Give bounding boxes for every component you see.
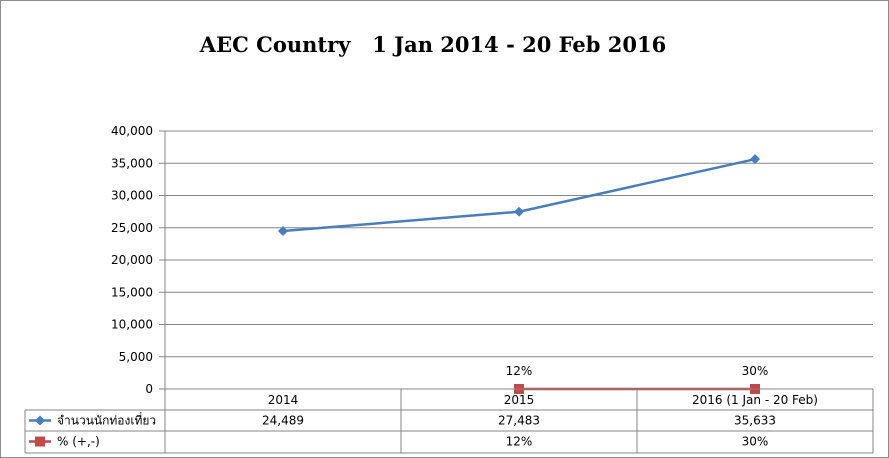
legend-key-marker — [35, 415, 45, 426]
chart-title: AEC Country 1 Jan 2014 - 20 Feb 2016 — [199, 32, 666, 57]
x-category-label: 2014 — [268, 393, 299, 407]
data-point — [750, 154, 760, 165]
y-tick-label: 30,000 — [111, 189, 153, 203]
y-tick-label: 0 — [145, 382, 153, 396]
x-category-label: 2016 (1 Jan - 20 Feb) — [692, 393, 818, 407]
y-tick-label: 15,000 — [111, 285, 153, 299]
series-name: จำนวนนักท่องเที่ยว — [57, 412, 156, 428]
y-tick-label: 40,000 — [111, 124, 153, 138]
table-cell: 24,489 — [262, 414, 304, 428]
table-cell: 27,483 — [498, 414, 540, 428]
y-tick-label: 10,000 — [111, 318, 153, 332]
legend-key-marker — [35, 436, 45, 447]
table-cell: 35,633 — [734, 414, 776, 428]
y-tick-label: 5,000 — [119, 350, 153, 364]
grid-lines — [159, 130, 873, 390]
series-name: % (+,-) — [57, 435, 100, 449]
x-category-label: 2015 — [504, 393, 535, 407]
y-tick-label: 25,000 — [111, 221, 153, 235]
table-cell: 12% — [506, 435, 533, 449]
data-point — [278, 226, 288, 237]
data-table: 2014 2015 2016 (1 Jan - 20 Feb) จำนวนนักท่อ… — [24, 388, 874, 454]
data-label: 30% — [742, 364, 769, 378]
table-cell: 30% — [742, 435, 769, 449]
y-tick-label: 20,000 — [111, 253, 153, 267]
y-tick-label: 35,000 — [111, 156, 153, 170]
y-axis-tick-labels: 0 5,000 10,000 15,000 20,000 25,000 30,000 35,0… — [111, 124, 153, 396]
data-point — [514, 206, 524, 217]
data-label: 12% — [506, 364, 533, 378]
series-layer: 12% 30% — [278, 154, 768, 394]
